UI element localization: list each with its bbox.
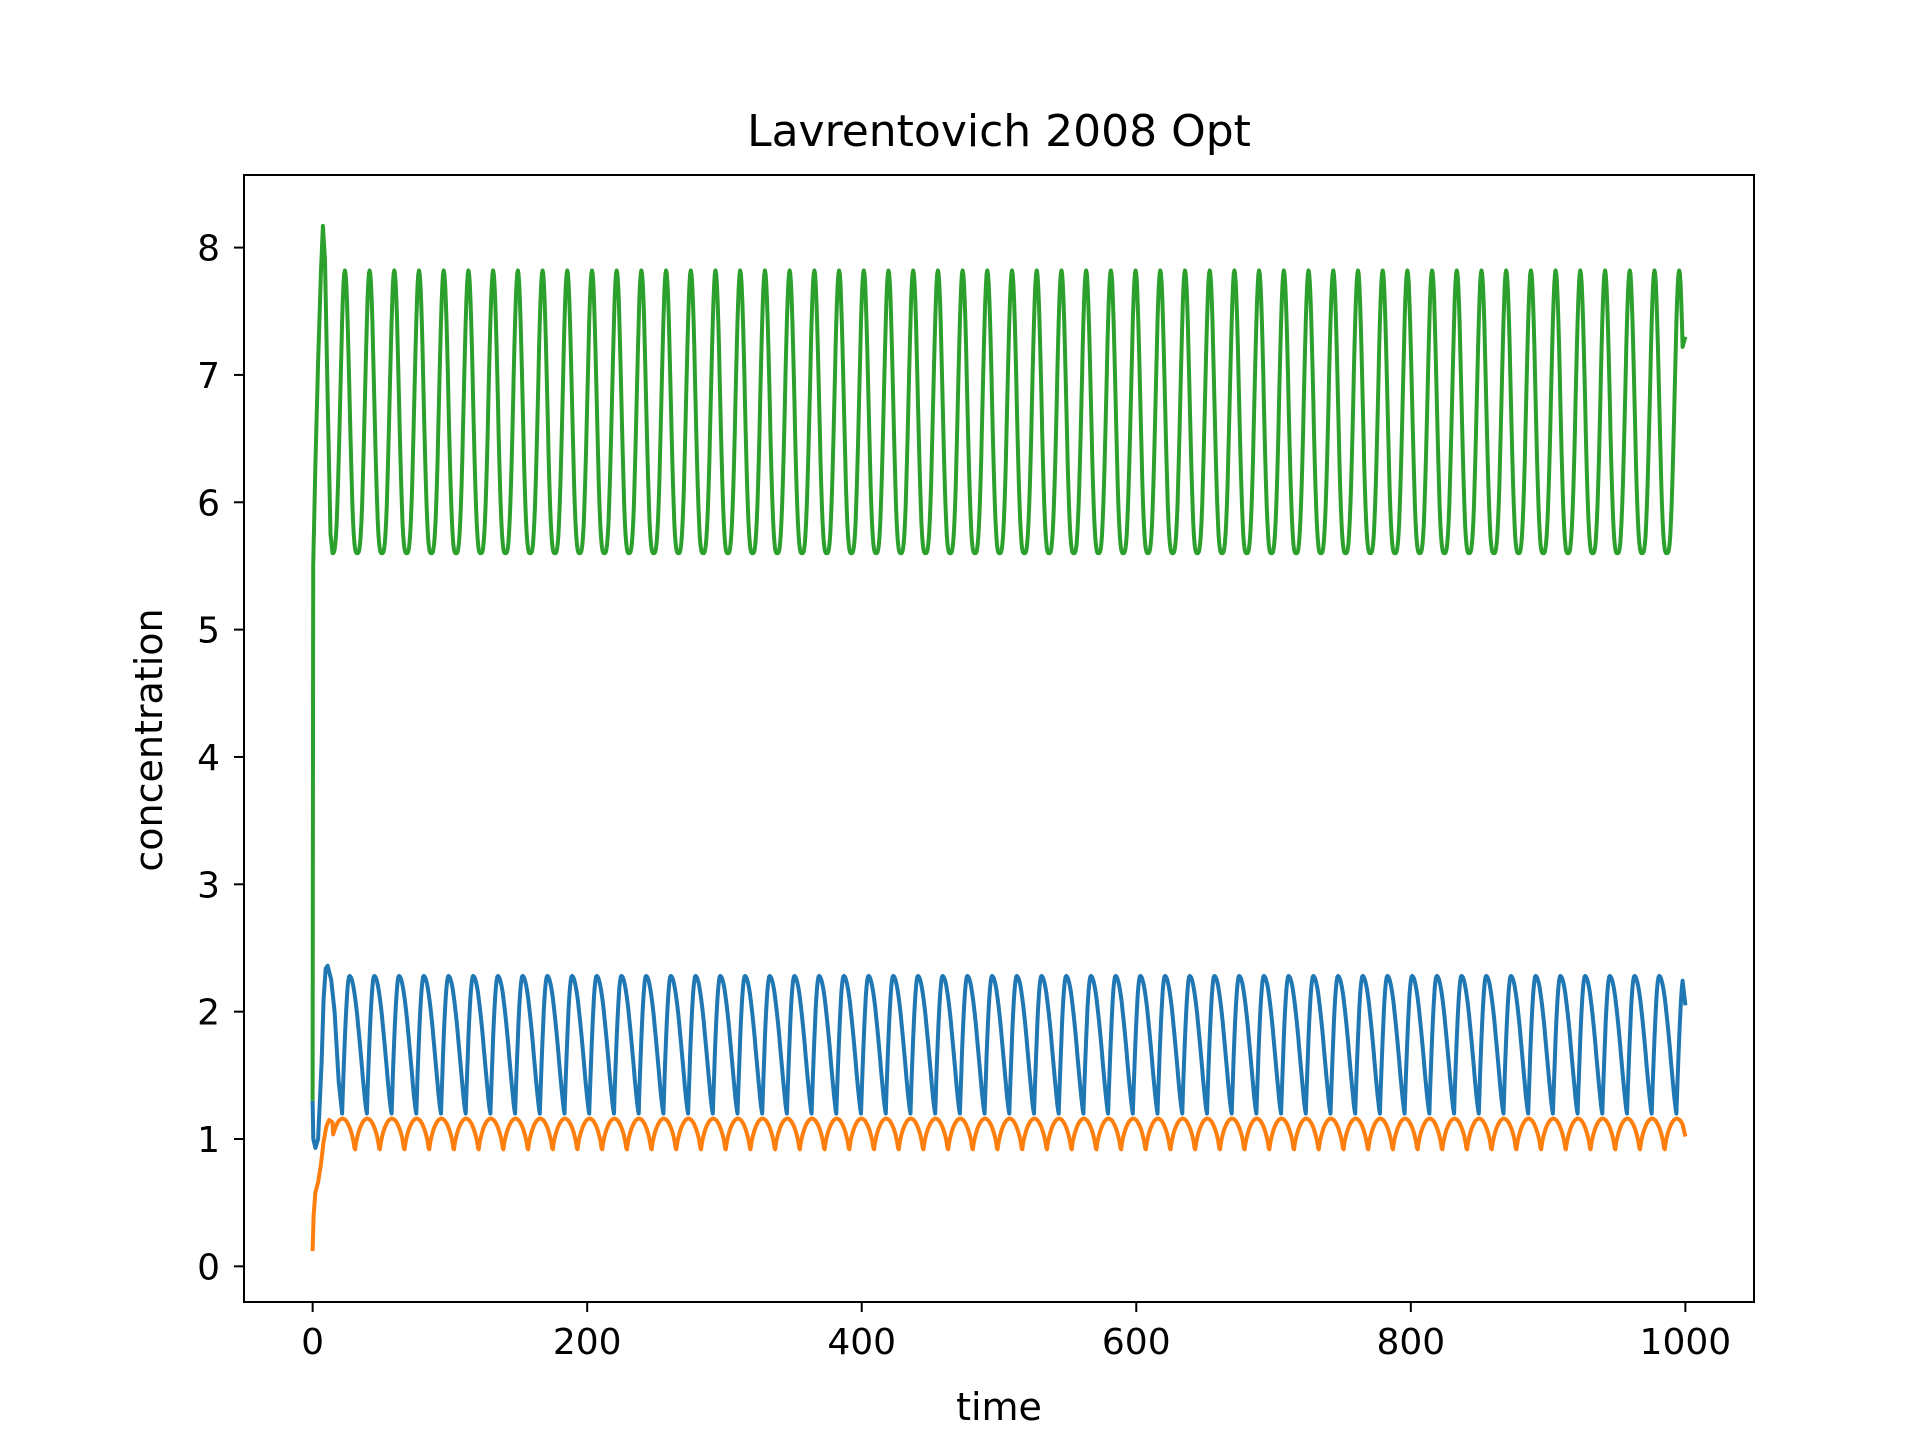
- x-axis: 0 200 400 600 800 1000: [301, 1302, 1731, 1363]
- y-tick-label: 0: [197, 1247, 220, 1288]
- y-tick-label: 1: [197, 1120, 220, 1161]
- y-tick-label: 6: [197, 483, 220, 524]
- x-tick-label: 1000: [1640, 1322, 1732, 1363]
- series-green-line: [310, 223, 1688, 1101]
- x-tick-label: 600: [1102, 1322, 1171, 1363]
- x-tick-label: 400: [827, 1322, 896, 1363]
- plot-frame: [243, 174, 1755, 1303]
- y-tick-label: 7: [197, 356, 220, 397]
- series-layer: [310, 223, 1688, 1252]
- y-tick-label: 8: [197, 229, 220, 270]
- series-blue-line: [310, 963, 1688, 1150]
- y-tick-label: 5: [197, 611, 220, 652]
- x-tick-label: 0: [301, 1322, 324, 1363]
- series-orange-line: [310, 1116, 1688, 1252]
- y-tick-label: 2: [197, 993, 220, 1034]
- y-tick-label: 3: [197, 865, 220, 906]
- x-axis-label: time: [956, 1385, 1042, 1429]
- x-tick-label: 200: [553, 1322, 622, 1363]
- x-tick-label: 800: [1376, 1322, 1445, 1363]
- y-axis-label: concentration: [127, 608, 171, 871]
- chart-title: Lavrentovich 2008 Opt: [747, 106, 1251, 157]
- y-axis: 0 1 2 3 4 5 6 7 8: [197, 229, 244, 1288]
- y-tick-label: 4: [197, 738, 220, 779]
